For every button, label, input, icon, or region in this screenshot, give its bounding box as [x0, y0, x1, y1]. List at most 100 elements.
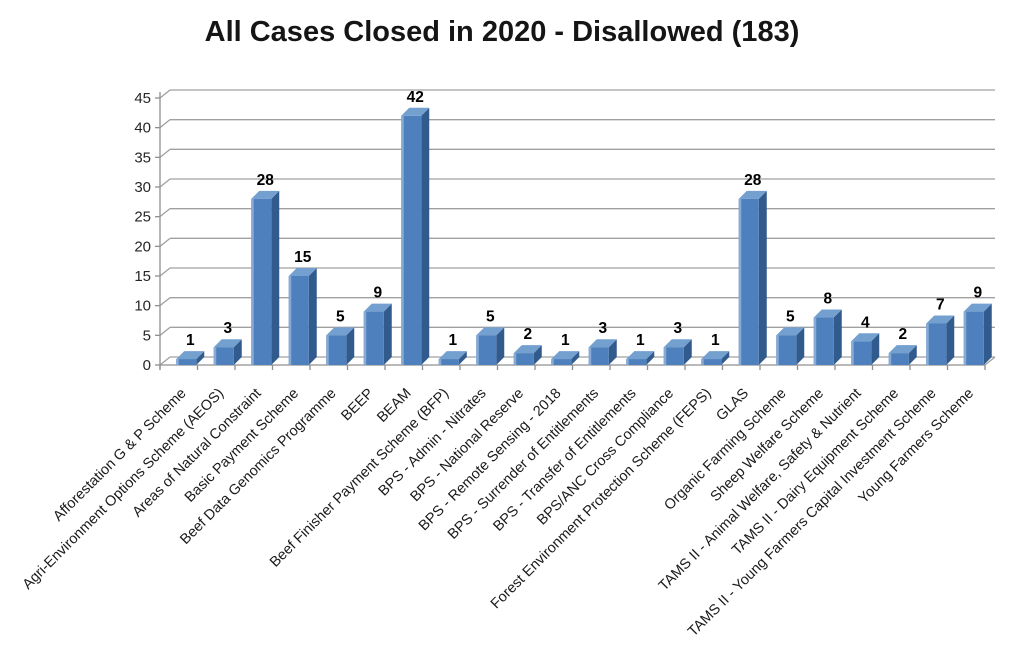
bar-highlight-edge — [851, 341, 854, 365]
bar-side-face — [533, 345, 542, 365]
y-axis-label: 35 — [134, 149, 151, 166]
bar-value-label: 1 — [448, 332, 457, 349]
bar-value-label: 15 — [294, 249, 312, 266]
bar-side-face — [796, 327, 805, 365]
bar-highlight-edge — [776, 335, 779, 365]
bar-top-face — [588, 339, 617, 348]
bar — [401, 115, 422, 365]
bar-highlight-edge — [213, 347, 217, 365]
chart-title: All Cases Closed in 2020 - Disallowed (1… — [204, 16, 800, 48]
bar-highlight-edge — [588, 347, 592, 365]
bar-highlight-edge — [551, 359, 554, 365]
bar-value-label: 3 — [223, 320, 232, 337]
bar-top-face — [626, 351, 655, 360]
y-axis-label: 15 — [134, 268, 151, 285]
bar-top-face — [363, 303, 392, 312]
bar-top-face — [176, 351, 205, 360]
bar — [626, 359, 647, 365]
bar-value-label: 3 — [598, 320, 607, 337]
bar — [326, 335, 347, 365]
bar-highlight-edge — [963, 311, 967, 365]
bar-top-face — [476, 327, 505, 336]
bar — [251, 198, 272, 365]
bar-top-face — [288, 268, 317, 276]
bar-highlight-edge — [813, 317, 817, 365]
bar-top-face — [213, 339, 242, 348]
bar — [813, 317, 834, 365]
bar-value-label: 28 — [257, 172, 275, 189]
bar-value-label: 1 — [636, 332, 645, 349]
y-axis-label: 40 — [134, 120, 151, 137]
bar-value-label: 7 — [936, 296, 945, 313]
bar-top-face — [513, 345, 542, 354]
bar-value-label: 3 — [673, 320, 682, 337]
bar-value-label: 9 — [373, 285, 382, 302]
gridline-connector — [159, 237, 171, 247]
bar — [288, 276, 309, 365]
bar — [738, 198, 759, 365]
bar-side-face — [983, 303, 992, 365]
bar-value-label: 5 — [786, 308, 795, 325]
bar-side-face — [233, 339, 242, 365]
bar — [438, 359, 459, 365]
bar-highlight-edge — [401, 115, 404, 365]
bar — [888, 353, 909, 365]
bar-value-label: 1 — [186, 332, 195, 349]
bar — [363, 311, 384, 365]
y-axis-label: 25 — [134, 209, 151, 226]
bar-highlight-edge — [663, 347, 667, 365]
bar-value-label: 8 — [823, 291, 832, 308]
bar-side-face — [608, 339, 617, 365]
gridline-connector — [159, 356, 171, 366]
bar-highlight-edge — [888, 353, 892, 365]
gridline-connector — [159, 148, 171, 158]
bar-side-face — [646, 351, 655, 365]
bar — [476, 335, 497, 365]
bar-side-face — [346, 327, 355, 365]
bar-side-face — [908, 345, 917, 365]
bar-top-face — [701, 351, 730, 360]
bar-top-face — [663, 339, 692, 348]
bar-highlight-edge — [438, 359, 442, 365]
bar-side-face — [833, 309, 842, 365]
bar — [963, 311, 984, 365]
gridline-connector — [159, 178, 171, 188]
gridline-connector — [159, 326, 171, 336]
bar-top-face — [251, 190, 280, 199]
gridline-connector — [159, 297, 171, 307]
bar — [926, 323, 947, 365]
bar — [551, 359, 572, 365]
bar-highlight-edge — [926, 323, 929, 365]
bar-side-face — [871, 333, 880, 365]
bar-top-face — [813, 309, 842, 318]
bar-side-face — [721, 351, 730, 365]
gridline-connector — [159, 89, 171, 99]
bar-top-face — [738, 190, 767, 199]
bar-top-face — [926, 315, 955, 324]
bar-side-face — [308, 268, 317, 365]
y-axis-label: 45 — [134, 90, 151, 107]
bar — [176, 359, 197, 365]
bar-side-face — [571, 351, 580, 365]
bar-side-face — [496, 327, 505, 365]
y-axis-label: 5 — [143, 327, 151, 344]
bar — [213, 347, 234, 365]
y-axis-label: 20 — [134, 238, 151, 255]
bar-top-face — [776, 327, 805, 336]
bar-value-label: 28 — [744, 172, 762, 189]
bar-top-face — [963, 303, 992, 312]
gridline-connector — [159, 119, 171, 129]
bar-highlight-edge — [326, 335, 329, 365]
bar-highlight-edge — [701, 359, 704, 365]
bar-top-face — [438, 351, 467, 360]
bar-value-label: 2 — [898, 326, 907, 343]
bar-side-face — [421, 107, 430, 366]
bar-highlight-edge — [251, 198, 254, 365]
bar-value-label: 5 — [336, 308, 345, 325]
bar — [513, 353, 534, 365]
bar-highlight-edge — [288, 276, 292, 365]
bar-value-label: 4 — [861, 314, 870, 331]
bar-value-label: 2 — [523, 326, 532, 343]
